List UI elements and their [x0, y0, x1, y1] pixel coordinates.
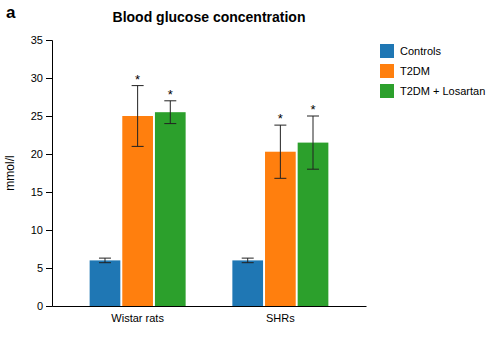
- error-bar: [99, 258, 111, 263]
- legend-label: T2DM + Losartan: [400, 85, 485, 97]
- x-tick-label: SHRs: [266, 312, 295, 324]
- y-tick-mark: [46, 230, 52, 231]
- legend-item: Controls: [380, 44, 441, 58]
- error-bar-line: [137, 86, 138, 147]
- y-tick-mark: [46, 78, 52, 79]
- y-tick-mark: [46, 40, 52, 41]
- error-bar-line: [164, 123, 176, 124]
- y-tick: 0: [37, 300, 52, 312]
- bar: [155, 112, 186, 306]
- significance-marker: *: [168, 87, 173, 102]
- y-tick-mark: [46, 192, 52, 193]
- error-bar-line: [132, 146, 144, 147]
- error-bar: [307, 116, 319, 169]
- y-tick-label: 10: [31, 224, 43, 236]
- y-tick-label: 20: [31, 148, 43, 160]
- error-bar-line: [242, 262, 254, 263]
- bar: [90, 260, 121, 306]
- significance-marker: *: [135, 72, 140, 87]
- error-bar: [242, 258, 254, 263]
- legend-swatch: [380, 44, 394, 58]
- legend-swatch: [380, 64, 394, 78]
- marks: [90, 86, 329, 306]
- x-axis-line: [53, 306, 367, 307]
- y-tick-label: 15: [31, 186, 43, 198]
- error-bar-line: [242, 258, 254, 259]
- y-tick-mark: [46, 306, 52, 307]
- error-bar: [274, 125, 286, 178]
- significance-marker: *: [278, 111, 283, 126]
- series: [155, 101, 328, 306]
- error-bar: [132, 86, 144, 147]
- legend-item: T2DM + Losartan: [380, 84, 485, 98]
- y-tick: 15: [31, 186, 52, 198]
- title: Blood glucose concentration: [113, 9, 306, 25]
- annotations: * * * *: [135, 72, 315, 127]
- y-tick-mark: [46, 154, 52, 155]
- panel-label: a: [6, 3, 16, 22]
- x-tick-label: Wistar rats: [111, 312, 164, 324]
- error-bar-line: [307, 169, 319, 170]
- error-bar-line: [170, 101, 171, 124]
- y-axis-line: [46, 41, 53, 307]
- y-tick-label: 25: [31, 110, 43, 122]
- y-tick: 10: [31, 224, 52, 236]
- y-tick: 35: [31, 34, 52, 46]
- error-bar-line: [280, 125, 281, 178]
- error-bar-line: [274, 178, 286, 179]
- plot-area: 0 5 10 15 20 25 30 35 Wistar rats SHRs * * * *: [31, 34, 367, 324]
- error-bar-line: [99, 258, 111, 259]
- error-bar: [164, 101, 176, 124]
- y-tick-mark: [46, 268, 52, 269]
- chart: 0 5 10 15 20 25 30 35 Wistar rats SHRs * * * * mmol/l B…: [0, 0, 501, 338]
- y-tick-label: 30: [31, 72, 43, 84]
- y-tick-label: 5: [37, 262, 43, 274]
- legend-item: T2DM: [380, 64, 430, 78]
- legend-label: Controls: [400, 45, 441, 57]
- legend: Controls T2DM T2DM + Losartan: [380, 44, 485, 98]
- y-tick: 25: [31, 110, 52, 122]
- y-tick-label: 35: [31, 34, 43, 46]
- error-bar-line: [313, 116, 314, 169]
- y-axis: 0 5 10 15 20 25 30 35: [31, 34, 53, 312]
- series: [122, 86, 295, 306]
- error-bar-line: [104, 258, 105, 263]
- error-bar-line: [99, 262, 111, 263]
- y-tick: 30: [31, 72, 52, 84]
- error-bar-line: [247, 258, 248, 263]
- bar: [232, 260, 263, 306]
- legend-label: T2DM: [400, 65, 430, 77]
- significance-marker: *: [310, 102, 315, 117]
- legend-swatch: [380, 84, 394, 98]
- x-axis: Wistar rats SHRs: [53, 307, 367, 324]
- y-tick: 5: [37, 262, 52, 274]
- y-axis-title: mmol/l: [3, 155, 17, 190]
- x-tick: Wistar rats: [111, 312, 164, 324]
- y-tick: 20: [31, 148, 52, 160]
- y-tick-label: 0: [37, 300, 43, 312]
- y-tick-mark: [46, 116, 52, 117]
- x-tick: SHRs: [266, 312, 295, 324]
